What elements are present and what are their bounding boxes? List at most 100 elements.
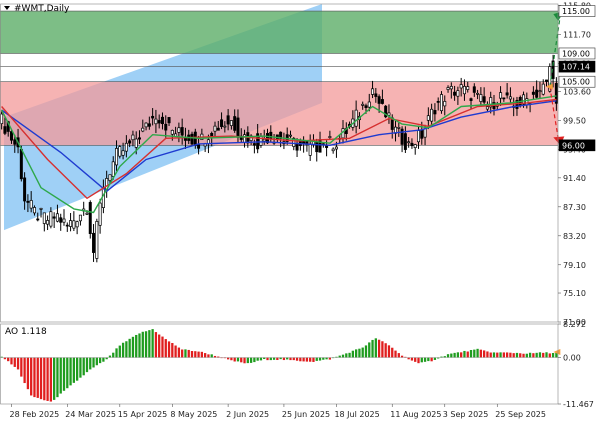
- candle-body: [177, 127, 181, 133]
- x-tick-label: 24 Mar 2025: [65, 410, 116, 419]
- candle-body: [446, 87, 450, 90]
- candle-body: [223, 125, 227, 128]
- ao-bar: [253, 357, 256, 363]
- candle-body: [380, 99, 384, 104]
- candle-body: [170, 130, 174, 135]
- candle: [157, 114, 161, 129]
- price-label-text: 109.00: [562, 49, 590, 58]
- candle: [88, 200, 92, 239]
- candle-body: [410, 142, 414, 147]
- ao-bar: [486, 351, 489, 358]
- ao-bar: [95, 357, 98, 366]
- candle: [505, 83, 509, 99]
- ao-bar: [125, 341, 128, 358]
- ao-bar: [423, 357, 427, 362]
- candle: [400, 126, 404, 153]
- ao-bar: [519, 353, 522, 358]
- candle-body: [433, 110, 437, 115]
- ao-bar: [446, 354, 450, 358]
- ao-bar: [210, 354, 213, 358]
- ao-bar: [190, 351, 194, 358]
- candle: [138, 130, 141, 145]
- candle-body: [13, 139, 17, 145]
- ao-bar: [348, 352, 351, 358]
- ao-bar: [158, 334, 161, 358]
- candle-body: [479, 94, 483, 102]
- candle-body: [29, 200, 33, 209]
- candle: [223, 121, 227, 133]
- arrow-down-line: [549, 86, 559, 140]
- candle: [62, 209, 66, 226]
- ao-bar: [128, 338, 131, 358]
- ao-bar: [410, 357, 414, 361]
- ao-bar: [479, 349, 483, 358]
- candle: [177, 122, 181, 143]
- ao-bar: [335, 356, 338, 358]
- ao-bar: [466, 351, 469, 358]
- ao-bar: [66, 357, 69, 389]
- ao-bar: [10, 357, 13, 365]
- candle: [72, 211, 76, 232]
- x-tick-label: 15 Apr 2025: [118, 410, 167, 419]
- ao-bar: [85, 357, 89, 373]
- ao-y-tick-label: -11.467: [563, 400, 594, 409]
- ao-bar: [502, 352, 505, 358]
- candle: [479, 87, 483, 107]
- ao-bar: [417, 357, 420, 364]
- candle-body: [98, 202, 102, 226]
- candle: [154, 109, 158, 134]
- candle: [59, 213, 63, 231]
- ao-bar: [23, 357, 26, 384]
- ao-bar: [203, 353, 207, 358]
- candle-body: [157, 120, 161, 124]
- candle-body: [72, 220, 76, 229]
- candle-body: [233, 116, 237, 131]
- candle: [124, 135, 128, 158]
- y-tick-label: 87.30: [563, 203, 586, 212]
- x-tick-label: 3 Sep 2025: [443, 410, 489, 419]
- ao-bar: [30, 357, 33, 396]
- ao-bar: [263, 357, 266, 360]
- ao-bar: [7, 357, 10, 362]
- ao-bar: [171, 342, 174, 358]
- candle: [233, 109, 237, 133]
- candle-body: [508, 96, 512, 100]
- ao-bar: [338, 355, 341, 358]
- ao-bar: [102, 357, 105, 362]
- candle-body: [384, 105, 388, 118]
- ao-bar: [154, 332, 158, 358]
- candle-body: [449, 86, 453, 90]
- ao-bar: [473, 349, 476, 358]
- candle-body: [502, 97, 506, 100]
- candle-body: [3, 126, 7, 134]
- ao-bar: [276, 357, 279, 361]
- candle-body: [9, 131, 13, 141]
- y-tick-label: 111.70: [563, 30, 591, 39]
- price-label-box: [558, 47, 596, 60]
- ao-plot-frame: [0, 323, 559, 405]
- candle-body: [151, 115, 155, 119]
- candle-body: [371, 88, 375, 95]
- ao-bar: [532, 353, 535, 358]
- candle-body: [522, 94, 526, 105]
- candle: [75, 220, 79, 235]
- candle-body: [180, 127, 184, 136]
- ao-bar: [223, 357, 226, 359]
- ao-bar: [20, 357, 23, 377]
- ao-bar: [272, 357, 276, 360]
- candle-body: [430, 108, 434, 122]
- ao-bar: [161, 336, 164, 358]
- chevron-down-icon[interactable]: [4, 6, 10, 10]
- ao-bar: [400, 355, 404, 358]
- candle: [13, 134, 17, 153]
- candle: [361, 101, 365, 110]
- symbol-title: #WMT,Daily: [14, 4, 70, 14]
- ao-bar: [374, 338, 377, 358]
- candle: [121, 142, 125, 160]
- candle-body: [515, 100, 519, 109]
- x-tick-label: 18 Jul 2025: [334, 410, 379, 419]
- y-tick-label: 79.10: [563, 261, 586, 270]
- ao-bar: [289, 357, 292, 361]
- candle: [32, 205, 36, 216]
